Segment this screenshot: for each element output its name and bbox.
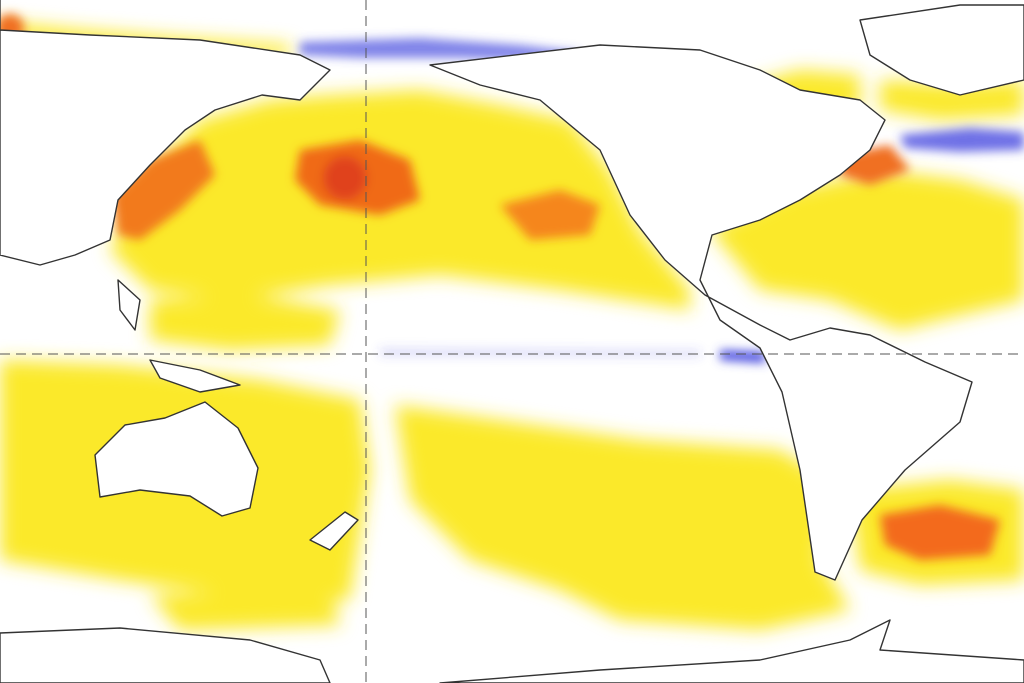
australia [94, 401, 259, 517]
equatorial-cool [380, 348, 700, 357]
antarctica-east [439, 619, 1024, 683]
gulf-of-alaska-hot [500, 190, 600, 240]
south-atlantic-hot [880, 505, 1000, 560]
north-atlantic-warm [710, 170, 1024, 330]
americas [429, 44, 973, 581]
antarctica-west [0, 627, 331, 683]
eastern-equatorial-cool [720, 350, 765, 363]
southern-ocean-warm [150, 590, 340, 630]
greenland [859, 4, 1024, 96]
gulf-stream-cool [900, 128, 1024, 152]
warm-anomaly-strong [0, 14, 1000, 560]
new-zealand [309, 511, 359, 551]
labrador-warm [880, 80, 1024, 120]
south-pacific-warm [395, 405, 850, 630]
philippines [117, 279, 141, 331]
west-pacific-warm [150, 295, 340, 350]
asia [0, 0, 331, 266]
hot-core [323, 156, 367, 200]
indonesia [149, 359, 241, 393]
japan-sea-hot [112, 140, 215, 240]
